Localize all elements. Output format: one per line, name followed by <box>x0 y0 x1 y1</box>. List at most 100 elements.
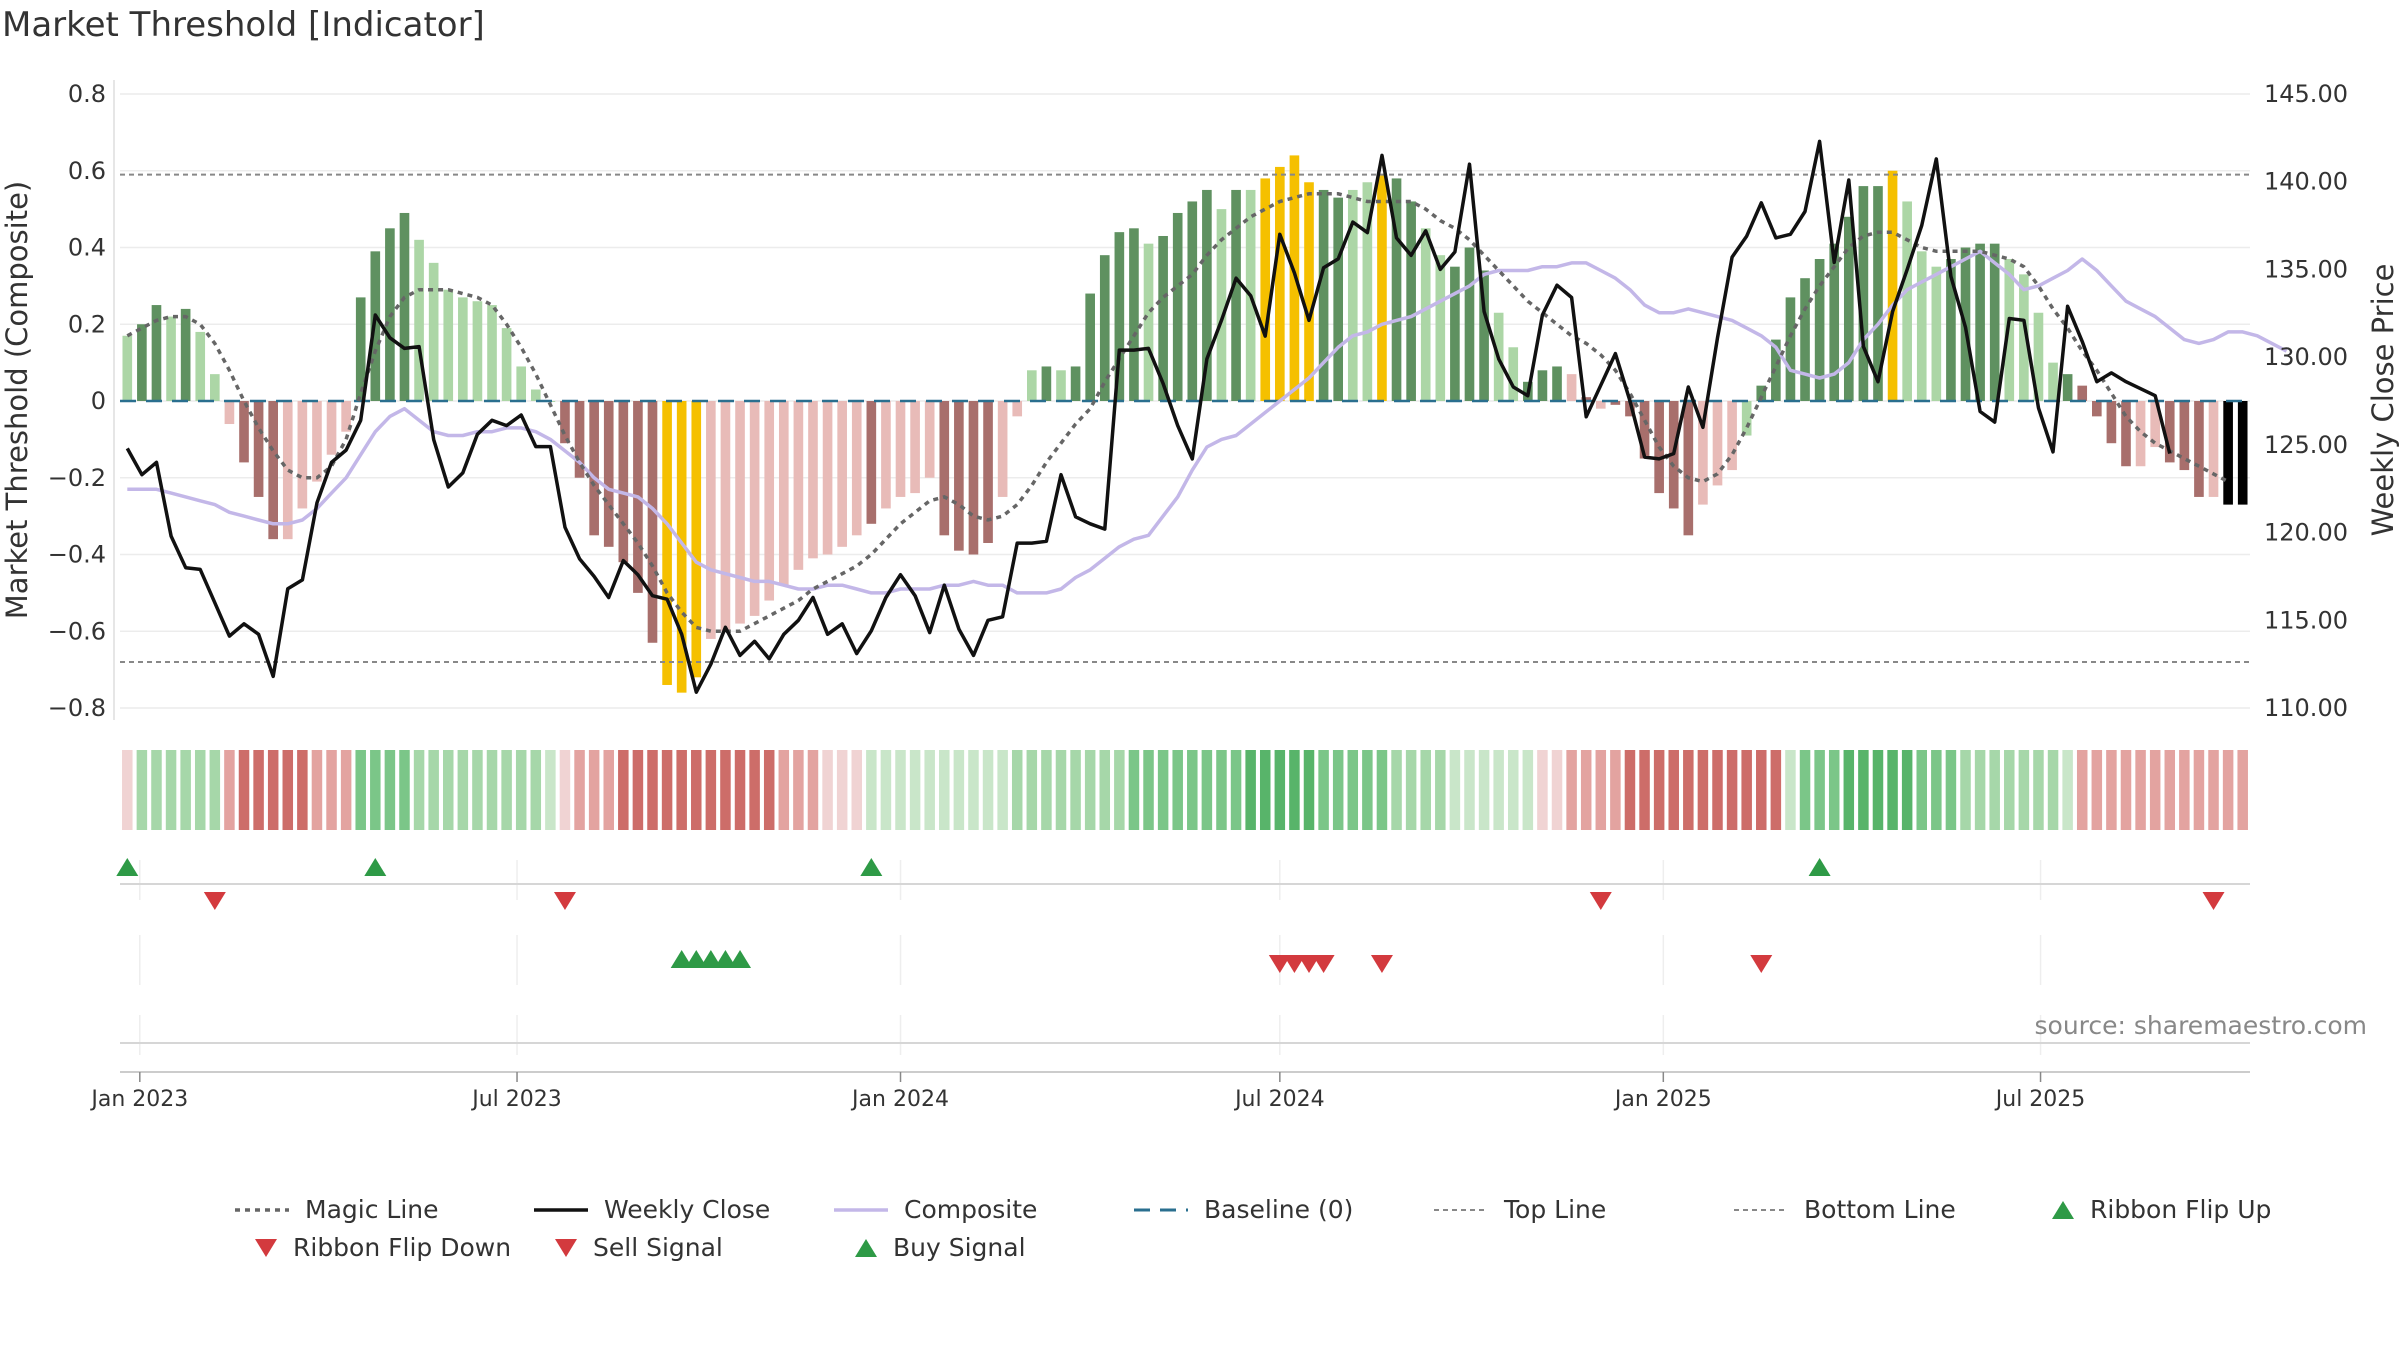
ribbon-cell <box>1230 750 1242 830</box>
ribbon-cell <box>2018 750 2030 830</box>
ribbon-cell <box>2208 750 2219 830</box>
buy-signal-marker <box>714 950 737 968</box>
threshold-bar <box>1508 347 1519 401</box>
right-tick-label: 110.00 <box>2264 694 2348 722</box>
ribbon-cell <box>2164 750 2176 830</box>
ribbon-cell <box>2047 750 2059 830</box>
threshold-bar <box>1202 189 1212 401</box>
threshold-bar <box>195 331 206 401</box>
ribbon-cell <box>1916 750 1927 830</box>
threshold-bar <box>793 401 804 570</box>
sell-signal-marker <box>1312 955 1335 973</box>
threshold-bar <box>618 401 629 563</box>
ribbon-cell <box>1420 750 1431 830</box>
ribbon-flip-up-marker <box>364 858 387 876</box>
ribbon-cell <box>1201 750 1213 830</box>
threshold-bar <box>1114 232 1125 401</box>
ribbon-cell <box>340 750 352 830</box>
threshold-bar <box>851 401 862 536</box>
ribbon-cell <box>413 750 425 830</box>
buy-signal-marker <box>699 950 722 968</box>
ribbon-cell <box>909 750 921 830</box>
ribbon-cell <box>1785 750 1796 830</box>
buy-signal-marker <box>685 950 708 968</box>
threshold-bar <box>1946 259 1956 401</box>
composite-line <box>127 249 2288 595</box>
ribbon-cell <box>282 750 294 830</box>
ribbon-cell <box>1931 750 1942 830</box>
weekly-close-line <box>125 139 2172 694</box>
threshold-bar <box>1566 374 1577 401</box>
ribbon-cell <box>1084 750 1096 830</box>
threshold-bar <box>137 324 147 401</box>
threshold-bar <box>1916 251 1927 401</box>
x-tick-label: Jan 2025 <box>1613 1087 1712 1112</box>
ribbon-cell <box>1070 750 1081 830</box>
ribbon-cell <box>1960 750 1971 830</box>
right-tick-label: 125.00 <box>2264 431 2348 459</box>
ribbon-cell <box>895 750 906 830</box>
right-tick-label: 120.00 <box>2264 519 2348 547</box>
ribbon-cell <box>559 750 571 830</box>
x-tick-label: Jan 2023 <box>89 1087 188 1112</box>
threshold-bar <box>1800 278 1810 401</box>
ribbon-cell <box>661 750 673 830</box>
threshold-bar <box>166 316 176 401</box>
ribbon-cell <box>924 750 935 830</box>
ribbon-cell <box>194 750 206 830</box>
legend-ribbon-flip-up: Ribbon Flip Up <box>2050 1195 2271 1224</box>
ribbon-flip-down-marker <box>2202 892 2225 910</box>
threshold-bar <box>1435 255 1446 401</box>
threshold-bar <box>341 401 351 432</box>
ribbon-cell <box>2237 750 2248 830</box>
left-axis: 0.8 0.6 0.4 0.2 0 −0.2 −0.4 −0.6 −0.8 <box>48 80 106 722</box>
threshold-bar <box>1829 243 1840 401</box>
ribbon-flip-down-marker <box>203 892 226 910</box>
ribbon-cell <box>1099 750 1111 830</box>
ribbon-cell <box>2120 750 2132 830</box>
ribbon-cell <box>720 750 731 830</box>
threshold-bar <box>1056 370 1066 401</box>
ribbon-cell <box>253 750 264 830</box>
threshold-bar <box>560 401 570 444</box>
threshold-bar <box>1260 178 1271 401</box>
right-tick-label: 115.00 <box>2264 606 2348 634</box>
threshold-bar <box>282 401 293 540</box>
threshold-bar <box>1143 243 1154 401</box>
threshold-bar <box>253 401 264 497</box>
legend-buy-signal: Buy Signal <box>853 1233 1026 1262</box>
ribbon-cell <box>501 750 512 830</box>
ribbon-cell <box>165 750 177 830</box>
threshold-bar <box>866 401 877 524</box>
ribbon-cell <box>1814 750 1825 830</box>
threshold-bar <box>1070 366 1081 401</box>
threshold-bar <box>1756 385 1767 401</box>
ribbon-cell <box>1128 750 1140 830</box>
legend-label: Bottom Line <box>1804 1195 1956 1224</box>
ribbon-cell <box>355 750 366 830</box>
threshold-bar <box>1595 401 1606 409</box>
threshold-bar <box>1975 243 1985 401</box>
ribbon-cell <box>1799 750 1811 830</box>
ribbon-cell <box>1026 750 1038 830</box>
ribbon-cell <box>1770 750 1782 830</box>
ribbon-cell <box>238 750 250 830</box>
threshold-bar <box>574 401 585 478</box>
threshold-bar <box>1683 401 1694 536</box>
ribbon-cell <box>1391 750 1402 830</box>
threshold-bar <box>443 289 454 401</box>
sell-signal-marker <box>1283 955 1306 973</box>
threshold-bar <box>2106 401 2117 444</box>
left-tick-label: −0.8 <box>48 694 106 722</box>
threshold-bar <box>1552 366 1562 401</box>
threshold-bar <box>1304 182 1314 401</box>
threshold-bar <box>691 401 702 678</box>
threshold-bar <box>2019 274 2029 401</box>
left-tick-label: 0.2 <box>68 310 106 338</box>
threshold-bar <box>881 401 891 509</box>
threshold-bar <box>1727 401 1737 471</box>
ribbon-cell <box>384 750 396 830</box>
ribbon-cell <box>997 750 1008 830</box>
x-tick-label: Jul 2024 <box>1233 1087 1325 1112</box>
ribbon-cell <box>1595 750 1607 830</box>
